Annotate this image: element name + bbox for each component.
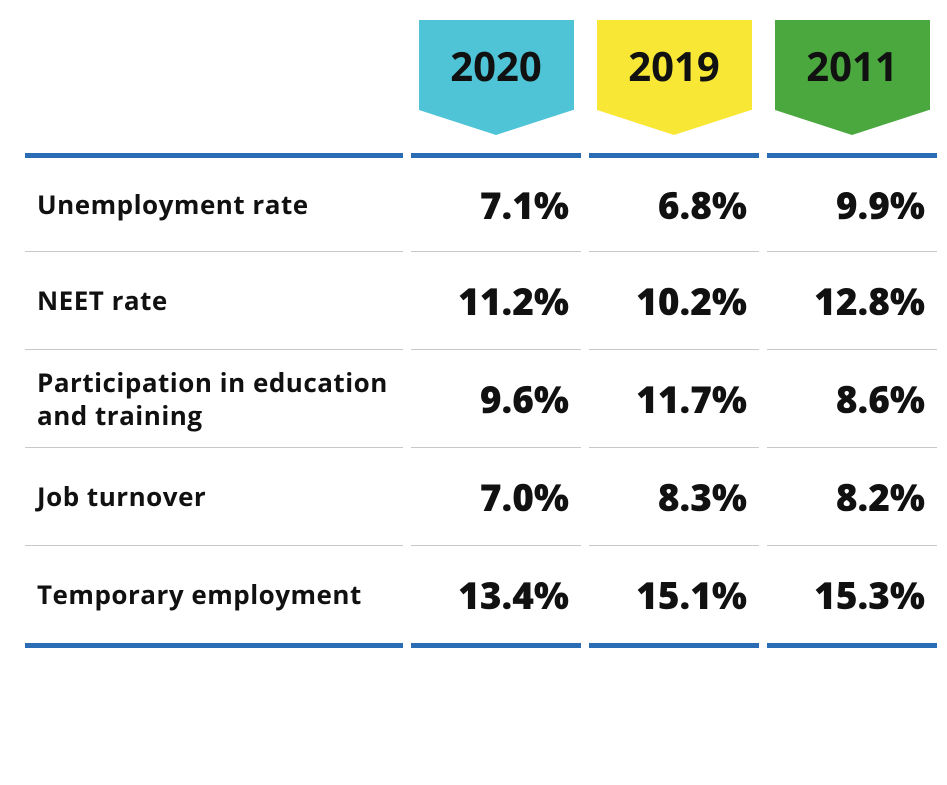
header-spacer bbox=[25, 20, 403, 135]
year-label-0: 2020 bbox=[419, 20, 574, 110]
bottom-border-label bbox=[25, 643, 403, 648]
table-row: Unemployment rate 7.1% 6.8% 9.9% bbox=[25, 153, 922, 251]
cell-2-2: 8.6% bbox=[767, 349, 937, 447]
cell-1-2: 12.8% bbox=[767, 251, 937, 349]
cell-4-0: 13.4% bbox=[411, 545, 581, 643]
row-label-3: Job turnover bbox=[25, 447, 403, 545]
table-row: Job turnover 7.0% 8.3% 8.2% bbox=[25, 447, 922, 545]
row-label-2: Participation in education and training bbox=[25, 349, 403, 447]
bottom-border-cell-2 bbox=[767, 643, 937, 648]
cell-4-1: 15.1% bbox=[589, 545, 759, 643]
year-label-2: 2011 bbox=[775, 20, 930, 110]
year-tag-1: 2019 bbox=[597, 20, 752, 135]
cell-2-0: 9.6% bbox=[411, 349, 581, 447]
year-col-1: 2019 bbox=[589, 20, 759, 135]
cell-0-2: 9.9% bbox=[767, 153, 937, 251]
cell-1-1: 10.2% bbox=[589, 251, 759, 349]
bottom-border bbox=[25, 643, 922, 648]
table-row: Temporary employment 13.4% 15.1% 15.3% bbox=[25, 545, 922, 643]
row-label-4: Temporary employment bbox=[25, 545, 403, 643]
cell-4-2: 15.3% bbox=[767, 545, 937, 643]
year-notch-2 bbox=[775, 110, 929, 135]
cell-0-0: 7.1% bbox=[411, 153, 581, 251]
table-row: NEET rate 11.2% 10.2% 12.8% bbox=[25, 251, 922, 349]
year-col-2: 2011 bbox=[767, 20, 937, 135]
year-tag-0: 2020 bbox=[419, 20, 574, 135]
row-label-1: NEET rate bbox=[25, 251, 403, 349]
year-label-1: 2019 bbox=[597, 20, 752, 110]
cell-1-0: 11.2% bbox=[411, 251, 581, 349]
row-label-0: Unemployment rate bbox=[25, 153, 403, 251]
table-row: Participation in education and training … bbox=[25, 349, 922, 447]
year-tag-2: 2011 bbox=[775, 20, 930, 135]
bottom-border-cell-1 bbox=[589, 643, 759, 648]
year-notch-1 bbox=[597, 110, 751, 135]
data-table: 2020 2019 2011 Unemployment rate 7.1% 6.… bbox=[25, 20, 922, 648]
year-notch-0 bbox=[419, 110, 573, 135]
year-col-0: 2020 bbox=[411, 20, 581, 135]
cell-0-1: 6.8% bbox=[589, 153, 759, 251]
cell-3-1: 8.3% bbox=[589, 447, 759, 545]
header-row: 2020 2019 2011 bbox=[25, 20, 922, 135]
cell-2-1: 11.7% bbox=[589, 349, 759, 447]
cell-3-2: 8.2% bbox=[767, 447, 937, 545]
bottom-border-cell-0 bbox=[411, 643, 581, 648]
cell-3-0: 7.0% bbox=[411, 447, 581, 545]
